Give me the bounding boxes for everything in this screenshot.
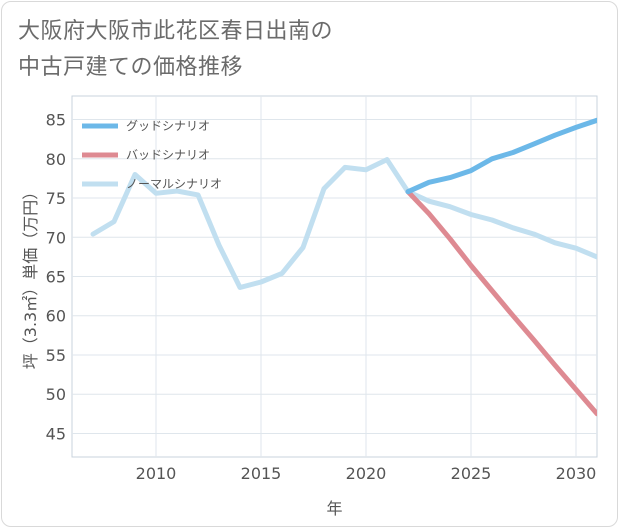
y-tick-label: 75 (46, 189, 66, 208)
x-tick-label: 2020 (346, 464, 387, 483)
series-line-1 (405, 189, 597, 417)
title-line-1: 大阪府大阪市此花区春日出南の (18, 19, 334, 44)
grid-lines (72, 96, 597, 457)
series-line-2 (90, 157, 597, 290)
legend-label: ノーマルシナリオ (126, 177, 222, 191)
x-tick-label: 2010 (136, 464, 177, 483)
series-layer (90, 117, 597, 417)
title-line-2: 中古戸建ての価格推移 (18, 55, 244, 80)
y-tick-labels: 45 50 55 60 65 70 75 80 85 (46, 111, 66, 444)
series-line-0 (405, 117, 597, 195)
x-tick-label: 2015 (241, 464, 282, 483)
x-tick-labels: 2010 2015 2020 2025 2030 (136, 464, 597, 483)
y-tick-label: 50 (46, 385, 66, 404)
y-tick-label: 55 (46, 346, 66, 365)
y-tick-label: 65 (46, 268, 66, 287)
x-tick-label: 2025 (451, 464, 492, 483)
legend-label: バッドシナリオ (126, 148, 210, 162)
x-tick-label: 2030 (556, 464, 597, 483)
y-tick-label: 70 (46, 228, 66, 247)
y-tick-label: 60 (46, 307, 66, 326)
y-tick-label: 80 (46, 150, 66, 169)
y-tick-label: 85 (46, 111, 66, 130)
y-axis-label: 坪（3.3㎡）単価（万円） (21, 184, 40, 369)
legend-label: グッドシナリオ (126, 119, 210, 133)
x-axis-label: 年 (326, 499, 342, 518)
y-tick-label: 45 (46, 424, 66, 443)
chart-title: 大阪府大阪市此花区春日出南の 中古戸建ての価格推移 (18, 14, 333, 86)
